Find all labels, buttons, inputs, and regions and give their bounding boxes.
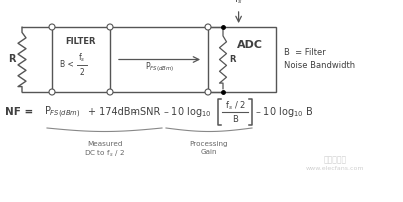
Circle shape xyxy=(49,24,55,30)
Text: R: R xyxy=(230,55,236,64)
Circle shape xyxy=(107,24,113,30)
Text: – 10 log$_{10}$ B: – 10 log$_{10}$ B xyxy=(255,105,314,119)
Bar xyxy=(52,27,110,92)
Text: – SNR: – SNR xyxy=(132,107,160,117)
Text: 电子发烧友: 电子发烧友 xyxy=(324,156,347,164)
Text: ADC: ADC xyxy=(237,40,263,50)
Text: Noise Bandwidth: Noise Bandwidth xyxy=(284,61,355,70)
Text: Processing
Gain: Processing Gain xyxy=(190,141,229,155)
Circle shape xyxy=(205,24,211,30)
Text: B  = Filter: B = Filter xyxy=(284,48,326,57)
Circle shape xyxy=(107,89,113,95)
Text: f$_s$: f$_s$ xyxy=(78,52,86,64)
Text: + 174dBm: + 174dBm xyxy=(88,107,140,117)
Text: f$_s$: f$_s$ xyxy=(235,0,243,6)
Bar xyxy=(208,27,276,92)
Text: P$_{FS(dBm)}$: P$_{FS(dBm)}$ xyxy=(44,104,81,120)
Text: P$_{FS(dBm)}$: P$_{FS(dBm)}$ xyxy=(145,61,174,74)
Circle shape xyxy=(49,89,55,95)
Circle shape xyxy=(205,89,211,95)
Text: Measured
DC to f$_s$ / 2: Measured DC to f$_s$ / 2 xyxy=(84,141,125,159)
Text: B: B xyxy=(232,115,238,123)
Text: www.elecfans.com: www.elecfans.com xyxy=(306,166,364,171)
Text: B <: B < xyxy=(60,60,74,69)
Text: – 10 log$_{10}$: – 10 log$_{10}$ xyxy=(163,105,212,119)
Text: f$_s$ / 2: f$_s$ / 2 xyxy=(224,100,245,112)
Text: NF =: NF = xyxy=(5,107,33,117)
Text: 2: 2 xyxy=(80,68,84,77)
Text: R: R xyxy=(8,55,16,64)
Text: FILTER: FILTER xyxy=(66,37,96,46)
